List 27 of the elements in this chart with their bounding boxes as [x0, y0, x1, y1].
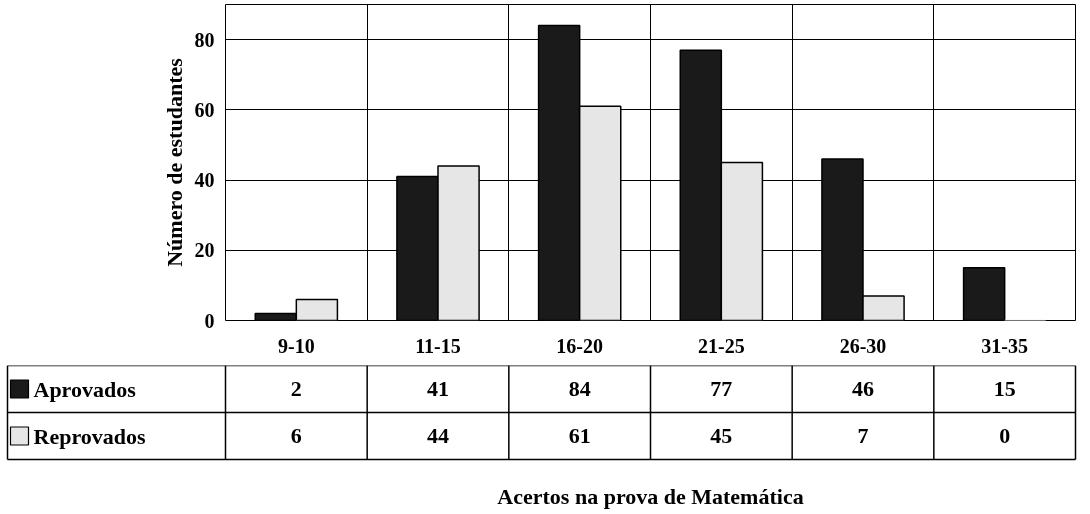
data-label: 61: [568, 423, 591, 448]
data-label: 41: [427, 376, 449, 401]
data-label: 44: [427, 423, 449, 448]
data-label: 7: [857, 423, 869, 448]
data-label: 0: [999, 423, 1011, 448]
y-tick-label: 80: [194, 28, 215, 51]
x-tick-label: 31-35: [981, 334, 1029, 357]
text: Acertos na prova de Matemática: [497, 484, 804, 509]
x-tick-label: 16-20: [556, 334, 604, 357]
legend-label: Aprovados: [33, 376, 137, 402]
y-tick-label: 0: [204, 309, 215, 332]
data-label: 84: [568, 376, 591, 401]
y-tick-label: 60: [194, 98, 215, 121]
y-tick-label: 20: [194, 239, 215, 262]
data-label: 45: [710, 423, 733, 448]
legend-label: Reprovados: [33, 423, 146, 449]
y-axis-title: Número de estudantes: [161, 57, 187, 267]
x-tick-label: 11-15: [415, 334, 461, 357]
data-label: 2: [290, 376, 302, 401]
y-tick-label: 40: [194, 169, 215, 192]
x-tick-label: 26-30: [839, 334, 887, 357]
data-label: 77: [710, 376, 733, 401]
data-label: 15: [993, 376, 1016, 401]
data-label: 46: [852, 376, 874, 401]
x-tick-label: 21-25: [698, 334, 745, 357]
data-label: 6: [290, 423, 302, 448]
x-tick-label: 9-10: [278, 334, 315, 357]
